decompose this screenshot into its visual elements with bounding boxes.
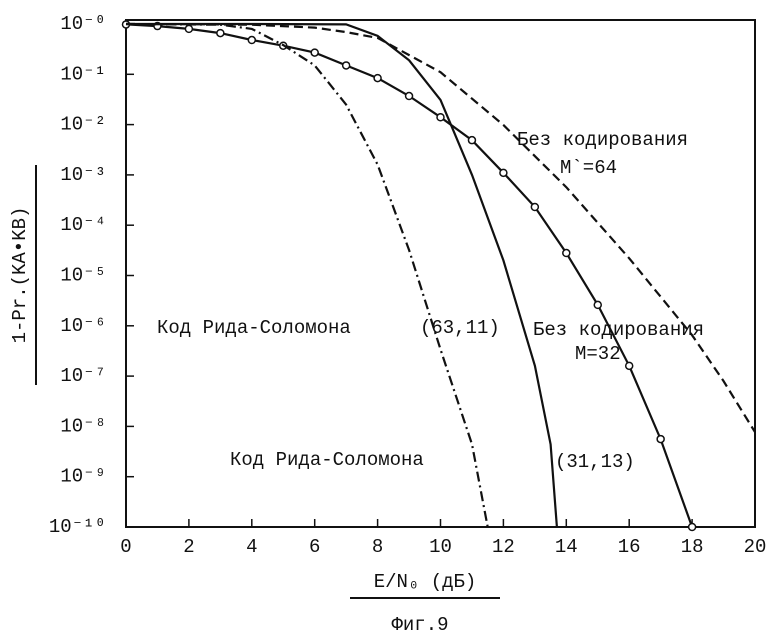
data-point (530, 202, 540, 212)
data-point (687, 522, 697, 532)
x-tick-label: 20 (744, 536, 767, 558)
annotation: (63,11) (420, 317, 500, 339)
y-tick-label: 10⁻² (60, 114, 106, 136)
y-tick-label: 10⁻¹ (60, 63, 106, 85)
y-axis-label: 1-Pr.(KA•KB) (9, 207, 31, 344)
data-point (373, 73, 382, 83)
x-tick-label: 4 (246, 536, 257, 558)
annotation: Без кодирования (517, 129, 688, 151)
y-tick-label: 10⁻⁵ (60, 265, 106, 287)
data-point (593, 300, 602, 310)
data-point (656, 434, 665, 444)
x-axis-label: E/N₀ (дБ) (374, 571, 477, 593)
annotation: Без кодирования (533, 319, 704, 341)
data-point (562, 248, 571, 258)
annotation: M`=64 (560, 157, 617, 179)
y-tick-label: 10⁻⁶ (60, 315, 106, 337)
annotation: M=32 (575, 343, 621, 365)
data-point (310, 48, 319, 57)
annotation: Код Рида-Соломона (230, 449, 424, 471)
x-tick-label: 8 (372, 536, 383, 558)
data-point (247, 35, 257, 45)
x-tick-label: 12 (492, 536, 515, 558)
x-tick-label: 10 (429, 536, 452, 558)
data-point (184, 24, 194, 34)
data-point (624, 361, 634, 371)
data-point (499, 168, 508, 178)
data-point (216, 28, 225, 38)
x-tick-label: 0 (120, 536, 131, 558)
plot-frame (125, 19, 756, 528)
data-point (436, 112, 445, 122)
data-point (467, 135, 477, 145)
series-line (125, 22, 756, 433)
x-tick-label: 14 (555, 536, 578, 558)
y-tick-label: 10⁻⁷ (60, 365, 106, 387)
caption: Фиг.9 (391, 614, 448, 636)
x-tick-label: 16 (618, 536, 641, 558)
x-tick-label: 6 (309, 536, 320, 558)
x-tick-label: 18 (681, 536, 704, 558)
annotation: Код Рида-Соломона (157, 317, 351, 339)
y-tick-label: 10⁻⁰ (60, 13, 106, 35)
data-point (404, 91, 414, 101)
data-point (341, 61, 351, 70)
series-line (126, 22, 558, 528)
y-tick-label: 10⁻⁹ (60, 466, 106, 488)
annotation: (31,13) (555, 451, 635, 473)
y-tick-label: 10⁻⁸ (60, 415, 106, 437)
y-tick-label: 10⁻⁴ (60, 214, 106, 236)
x-tick-label: 2 (183, 536, 194, 558)
y-tick-label: 10⁻³ (60, 164, 106, 186)
series-line (125, 22, 489, 528)
y-tick-label: 10⁻¹⁰ (49, 516, 106, 538)
